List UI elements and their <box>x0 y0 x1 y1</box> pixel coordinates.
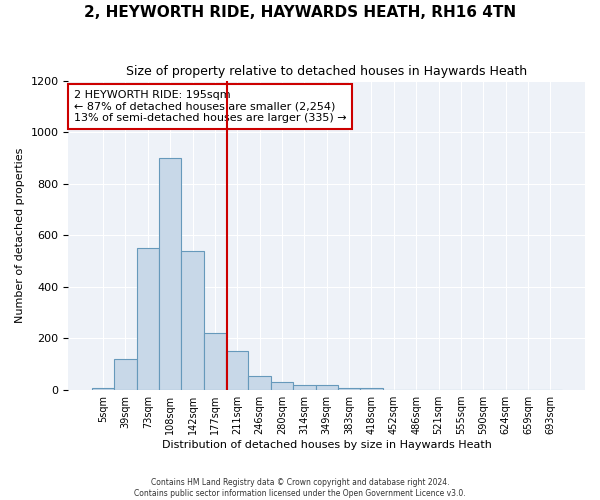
Bar <box>92 388 114 390</box>
Bar <box>137 248 159 390</box>
Bar <box>114 359 137 390</box>
Bar <box>360 388 383 390</box>
Bar <box>248 376 271 390</box>
Text: 2, HEYWORTH RIDE, HAYWARDS HEATH, RH16 4TN: 2, HEYWORTH RIDE, HAYWARDS HEATH, RH16 4… <box>84 5 516 20</box>
Bar <box>293 386 316 390</box>
Bar <box>204 334 226 390</box>
Text: 2 HEYWORTH RIDE: 195sqm
← 87% of detached houses are smaller (2,254)
13% of semi: 2 HEYWORTH RIDE: 195sqm ← 87% of detache… <box>74 90 346 123</box>
Bar <box>181 251 204 390</box>
Bar <box>271 382 293 390</box>
Bar <box>316 386 338 390</box>
Bar <box>226 352 248 390</box>
Title: Size of property relative to detached houses in Haywards Heath: Size of property relative to detached ho… <box>126 65 527 78</box>
Text: Contains HM Land Registry data © Crown copyright and database right 2024.
Contai: Contains HM Land Registry data © Crown c… <box>134 478 466 498</box>
Bar <box>159 158 181 390</box>
Bar <box>338 388 360 390</box>
Y-axis label: Number of detached properties: Number of detached properties <box>15 148 25 323</box>
X-axis label: Distribution of detached houses by size in Haywards Heath: Distribution of detached houses by size … <box>162 440 491 450</box>
